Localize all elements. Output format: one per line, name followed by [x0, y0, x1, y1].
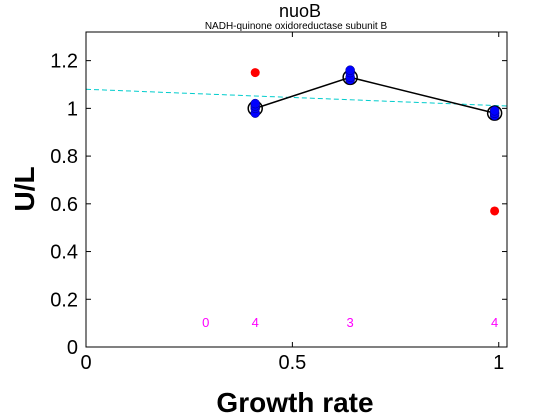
replicate-point [489, 106, 500, 116]
chart-title: nuoB [279, 1, 321, 21]
count-label: 0 [202, 315, 209, 330]
y-tick-label: 0.6 [50, 194, 78, 216]
y-axis-label: U/L [9, 166, 40, 211]
replicate-series [250, 65, 500, 121]
replicate-point [250, 98, 260, 109]
y-tick-label: 0.4 [50, 242, 78, 264]
outlier-point [250, 68, 260, 78]
plot-frame [85, 31, 508, 348]
x-tick-label: 1 [493, 352, 504, 374]
replicate-point [345, 65, 355, 75]
y-tick-label: 1.2 [50, 51, 78, 73]
trend-line [85, 88, 508, 107]
plot-area [86, 32, 507, 347]
y-tick-label: 0.2 [50, 289, 78, 311]
outlier-point [490, 206, 500, 216]
x-tick-label: 0 [80, 352, 91, 374]
y-tick-label: 1 [67, 98, 78, 120]
trend-line-segment [85, 88, 508, 107]
x-tick-label: 0.5 [278, 352, 306, 374]
count-label: 3 [347, 315, 354, 330]
outlier-series [250, 68, 500, 216]
count-label: 4 [491, 315, 498, 330]
y-tick-label: 0.8 [50, 146, 78, 168]
count-label: 4 [252, 315, 259, 330]
axes: 0 0.5 1 0 0.2 0.4 0.6 0.8 1 1.2 [50, 32, 507, 374]
count-labels: 0 4 3 4 [202, 315, 498, 330]
chart-subtitle: NADH-quinone oxidoreductase subunit B [205, 21, 388, 32]
y-tick-label: 0 [67, 337, 78, 359]
x-axis-label: Growth rate [216, 387, 373, 418]
